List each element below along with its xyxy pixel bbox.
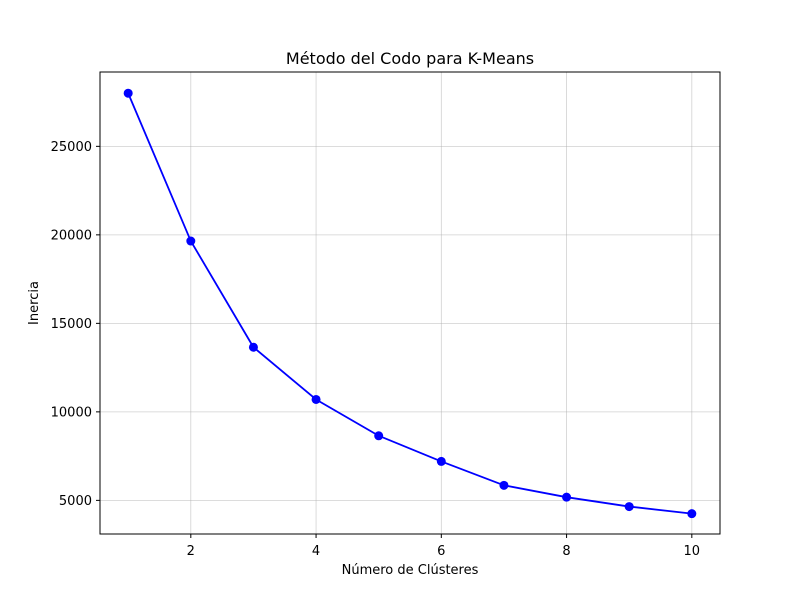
- x-tick-label: 10: [684, 544, 701, 559]
- series-line: [127, 92, 692, 515]
- data-point: [624, 502, 634, 512]
- y-axis-ticks: 5000 10000 15000 20000 25000: [51, 140, 100, 509]
- x-axis-ticks: 2 4 6 8 10: [187, 534, 700, 559]
- data-point: [687, 509, 697, 519]
- y-tick-label: 20000: [51, 228, 92, 243]
- y-tick-label: 5000: [59, 494, 92, 509]
- plot-frame: [99, 71, 721, 535]
- x-tick-label: 2: [187, 544, 195, 559]
- data-point: [374, 431, 384, 441]
- data-point: [248, 342, 258, 352]
- series-line-layer: [127, 92, 692, 515]
- data-point: [123, 88, 133, 98]
- data-point: [499, 480, 509, 490]
- y-tick-label: 15000: [51, 317, 92, 332]
- x-axis-label: Número de Clústeres: [342, 563, 479, 578]
- x-tick-label: 6: [437, 544, 445, 559]
- data-point: [186, 236, 196, 246]
- data-point: [436, 456, 446, 466]
- x-tick-label: 4: [312, 544, 320, 559]
- y-axis-label: Inercia: [27, 281, 42, 325]
- data-points: [123, 88, 697, 519]
- chart-title: Método del Codo para K-Means: [286, 49, 534, 68]
- grid: [100, 72, 720, 534]
- y-tick-label: 25000: [51, 140, 92, 155]
- data-point: [311, 394, 321, 404]
- data-point: [562, 492, 572, 502]
- y-tick-label: 10000: [51, 405, 92, 420]
- x-tick-label: 8: [562, 544, 570, 559]
